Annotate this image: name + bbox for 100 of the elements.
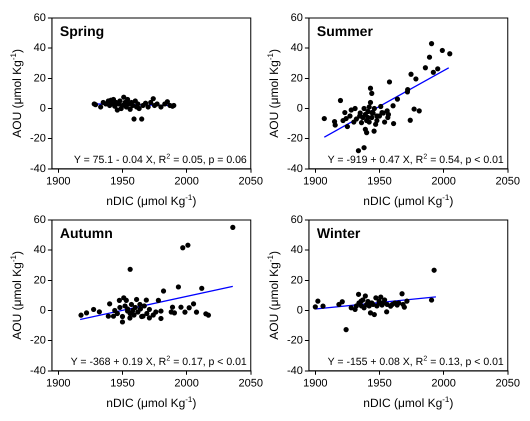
y-tick-label: -20: [286, 132, 303, 145]
point: [160, 288, 166, 294]
point: [320, 304, 326, 309]
point: [148, 100, 154, 106]
y-tick-label: -20: [30, 132, 46, 145]
x-tick-label: 1950: [367, 377, 392, 390]
point: [120, 319, 126, 325]
x-tick-label: 1900: [46, 377, 71, 390]
y-tick-label: 20: [290, 274, 303, 286]
x-tick-label: 2050: [238, 175, 264, 188]
chart-title: Spring: [60, 23, 104, 39]
point: [399, 291, 405, 296]
point: [182, 310, 188, 315]
point: [146, 315, 152, 320]
y-tick-label: 60: [34, 214, 46, 226]
point: [356, 292, 362, 297]
y-tick-label: 60: [34, 12, 46, 24]
point: [128, 302, 134, 308]
point: [178, 304, 184, 310]
point: [110, 314, 116, 319]
point: [117, 304, 122, 310]
y-tick-label: -20: [30, 334, 46, 347]
y-tick-label: 40: [34, 244, 46, 256]
y-tick-label: -40: [286, 364, 303, 377]
point: [194, 310, 200, 315]
y-tick-label: 0: [296, 304, 303, 317]
point: [190, 301, 196, 306]
x-tick-label: 2000: [174, 377, 199, 390]
point: [206, 312, 212, 318]
y-tick-label: 20: [290, 72, 303, 84]
point: [142, 303, 147, 309]
point: [107, 301, 112, 306]
point: [158, 316, 164, 322]
point: [146, 306, 152, 312]
point: [368, 310, 374, 316]
point: [150, 96, 156, 102]
y-tick-label: 20: [34, 72, 46, 84]
y-tick-label: 0: [296, 102, 303, 115]
y-axis-title: AOU (μmol Kg-1): [266, 251, 281, 340]
x-tick-label: 2000: [174, 175, 199, 188]
point: [158, 104, 164, 110]
point: [128, 266, 133, 272]
point: [142, 100, 148, 106]
point: [384, 309, 390, 314]
point: [136, 106, 142, 112]
point: [378, 294, 384, 300]
x-tick-label: 1900: [46, 175, 71, 188]
point: [128, 106, 133, 112]
y-axis-title: AOU (μmol Kg-1): [266, 49, 281, 138]
x-tick-label: 1950: [367, 175, 392, 188]
point: [131, 116, 137, 122]
point: [98, 104, 104, 110]
x-tick-label: 1900: [303, 377, 328, 390]
point: [372, 312, 377, 318]
point: [384, 302, 390, 308]
chart-title: Winter: [316, 225, 361, 241]
y-tick-label: 0: [40, 102, 46, 115]
point: [358, 303, 364, 309]
y-tick-label: 60: [290, 12, 303, 24]
point: [153, 309, 158, 315]
point: [156, 298, 161, 303]
point: [127, 315, 133, 321]
point: [230, 224, 236, 230]
point: [312, 304, 318, 310]
point: [121, 94, 126, 100]
chart-title: Summer: [316, 23, 374, 39]
point: [168, 309, 174, 315]
y-tick-label: -40: [286, 162, 303, 175]
point: [139, 116, 144, 122]
y-tick-label: 40: [290, 244, 303, 256]
x-tick-label: 1950: [110, 377, 135, 390]
x-tick-label: 2000: [431, 175, 456, 188]
y-tick-label: 40: [34, 42, 46, 54]
point: [176, 284, 182, 290]
point: [199, 286, 204, 291]
point: [164, 99, 170, 104]
point: [131, 312, 137, 318]
point: [84, 310, 90, 316]
point: [432, 268, 437, 273]
point: [158, 308, 164, 314]
point: [402, 304, 407, 310]
point: [120, 314, 126, 320]
point: [362, 293, 368, 299]
y-tick-label: -20: [286, 334, 303, 347]
point: [180, 245, 186, 250]
point: [315, 298, 320, 304]
point: [428, 297, 434, 303]
x-tick-label: 1900: [303, 175, 328, 188]
point: [124, 298, 129, 303]
point: [144, 297, 149, 303]
point: [336, 302, 342, 308]
point: [146, 104, 151, 110]
point: [106, 314, 111, 319]
point: [344, 327, 349, 332]
y-tick-label: 20: [34, 274, 46, 286]
y-tick-label: 0: [40, 304, 46, 317]
point: [382, 297, 388, 303]
x-tick-label: 1950: [110, 175, 135, 188]
y-tick-label: 40: [290, 42, 303, 54]
point: [124, 96, 130, 102]
